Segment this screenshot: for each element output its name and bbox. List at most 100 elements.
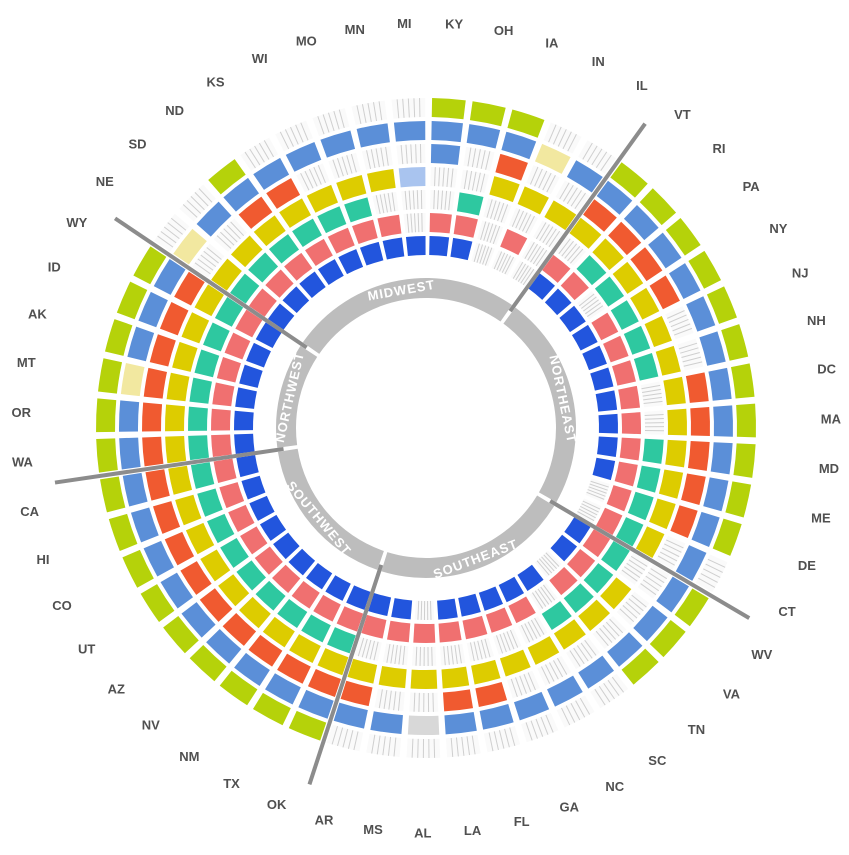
cell-ca-ring-1 bbox=[236, 455, 258, 477]
cell-ak-ring-1 bbox=[239, 365, 262, 388]
cell-mt-ring-3 bbox=[189, 378, 212, 404]
state-label-ca: CA bbox=[20, 504, 39, 519]
cell-tx-ring-2 bbox=[313, 595, 341, 622]
cell-wa-ring-6 bbox=[119, 438, 140, 470]
cell-nm-ring-1 bbox=[306, 563, 332, 589]
empty-cell-mi-ring-5 bbox=[396, 144, 425, 164]
cell-pa-ring-1 bbox=[559, 306, 585, 332]
state-label-mo: MO bbox=[296, 34, 317, 49]
cell-mi-ring-1 bbox=[406, 236, 426, 256]
cell-ca-ring-6 bbox=[123, 473, 148, 507]
cell-nh-ring-4 bbox=[656, 346, 681, 376]
cell-mo-ring-2 bbox=[352, 220, 378, 244]
empty-cell-in-ring-3 bbox=[509, 208, 538, 235]
state-label-dc: DC bbox=[817, 362, 836, 377]
cell-wi-ring-2 bbox=[328, 228, 355, 254]
cell-la-ring-2 bbox=[439, 621, 462, 642]
state-label-nc: NC bbox=[605, 779, 624, 794]
cell-nh-ring-7 bbox=[721, 324, 748, 361]
state-label-mn: MN bbox=[345, 22, 365, 37]
empty-cell-ia-ring-2 bbox=[477, 221, 503, 246]
cell-ma-ring-2 bbox=[621, 412, 641, 434]
empty-cell-mi-ring-7 bbox=[392, 98, 426, 119]
cell-mt-ring-4 bbox=[167, 373, 190, 401]
state-label-or: OR bbox=[12, 405, 32, 420]
cell-nh-ring-3 bbox=[634, 353, 659, 381]
cell-tx-ring-1 bbox=[325, 575, 350, 601]
cell-co-ring-1 bbox=[249, 496, 274, 521]
cell-nj-ring-1 bbox=[582, 346, 607, 370]
state-label-ri: RI bbox=[713, 141, 726, 156]
state-label-il: IL bbox=[636, 78, 648, 93]
cell-co-ring-2 bbox=[228, 505, 254, 532]
state-label-ak: AK bbox=[28, 307, 47, 322]
cell-ut-ring-1 bbox=[260, 515, 286, 541]
cell-la-ring-5 bbox=[443, 689, 473, 711]
state-label-sd: SD bbox=[128, 136, 146, 151]
empty-cell-ms-ring-3 bbox=[383, 643, 409, 665]
cell-dc-ring-5 bbox=[686, 372, 709, 403]
cell-fl-ring-2 bbox=[462, 616, 487, 639]
cell-la-ring-1 bbox=[437, 599, 458, 620]
state-label-sc: SC bbox=[648, 753, 667, 768]
state-label-wv: WV bbox=[751, 647, 772, 662]
cell-ca-ring-4 bbox=[168, 466, 192, 495]
cell-de-ring-6 bbox=[692, 512, 720, 547]
cell-ms-ring-2 bbox=[387, 621, 410, 643]
cell-co-ring-3 bbox=[207, 514, 234, 543]
state-label-ar: AR bbox=[315, 812, 334, 827]
cell-dc-ring-4 bbox=[663, 377, 686, 405]
empty-cell-ma-ring-3 bbox=[644, 410, 664, 434]
cell-md-ring-6 bbox=[711, 442, 733, 474]
state-label-ma: MA bbox=[821, 411, 842, 426]
cell-ia-ring-6 bbox=[501, 132, 536, 159]
state-label-mt: MT bbox=[17, 355, 36, 370]
cell-me-ring-1 bbox=[593, 458, 616, 480]
cell-ks-ring-1 bbox=[318, 259, 344, 285]
cell-ia-ring-4 bbox=[489, 176, 519, 202]
cell-nc-ring-1 bbox=[499, 577, 524, 602]
cell-ak-ring-6 bbox=[127, 327, 154, 362]
cell-mn-ring-2 bbox=[377, 215, 401, 237]
empty-cell-ky-ring-4 bbox=[430, 167, 457, 188]
cell-ms-ring-4 bbox=[379, 666, 407, 688]
state-label-co: CO bbox=[52, 598, 72, 613]
cell-hi-ring-2 bbox=[219, 482, 244, 508]
state-label-ny: NY bbox=[769, 221, 787, 236]
state-label-ga: GA bbox=[560, 799, 580, 814]
empty-cell-mo-ring-7 bbox=[313, 108, 350, 136]
cell-hi-ring-4 bbox=[175, 495, 201, 525]
cell-wi-ring-4 bbox=[307, 185, 338, 213]
empty-cell-ia-ring-3 bbox=[483, 198, 511, 223]
state-label-ia: IA bbox=[545, 36, 559, 51]
cell-md-ring-2 bbox=[620, 438, 641, 461]
cell-me-ring-3 bbox=[637, 466, 661, 493]
cell-oh-ring-6 bbox=[467, 124, 500, 148]
cell-mo-ring-3 bbox=[344, 197, 372, 222]
state-label-pa: PA bbox=[743, 179, 761, 194]
cell-ky-ring-6 bbox=[431, 121, 463, 142]
cell-or-ring-4 bbox=[165, 405, 185, 432]
cell-ia-ring-7 bbox=[507, 110, 544, 138]
cell-oh-ring-3 bbox=[457, 192, 484, 215]
cell-fl-ring-1 bbox=[458, 594, 481, 617]
cell-ma-ring-4 bbox=[667, 409, 687, 436]
state-label-wa: WA bbox=[12, 455, 34, 470]
cell-ia-ring-5 bbox=[495, 154, 528, 181]
cell-me-ring-6 bbox=[703, 477, 728, 511]
empty-cell-al-ring-3 bbox=[412, 647, 436, 666]
cell-ms-ring-6 bbox=[370, 711, 403, 734]
cell-nj-ring-2 bbox=[603, 336, 629, 363]
empty-cell-oh-ring-5 bbox=[463, 147, 494, 171]
cell-wa-ring-7 bbox=[96, 438, 118, 472]
cell-md-ring-7 bbox=[733, 443, 755, 478]
state-label-hi: HI bbox=[36, 552, 49, 567]
cell-ny-ring-2 bbox=[591, 313, 618, 341]
state-label-de: DE bbox=[798, 558, 816, 573]
cell-ok-ring-5 bbox=[308, 669, 341, 697]
cell-nh-ring-2 bbox=[612, 360, 636, 385]
state-label-vt: VT bbox=[674, 107, 691, 122]
state-label-ks: KS bbox=[207, 74, 225, 89]
state-label-md: MD bbox=[819, 461, 839, 476]
